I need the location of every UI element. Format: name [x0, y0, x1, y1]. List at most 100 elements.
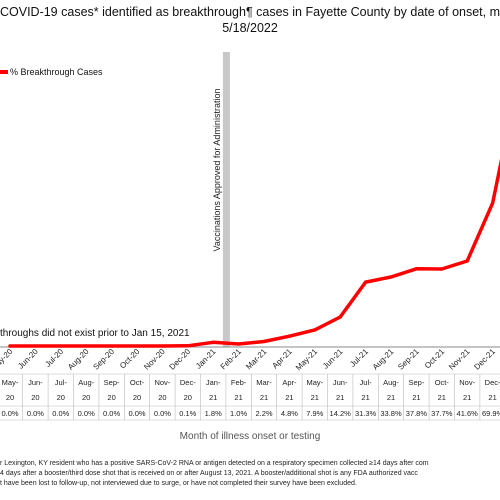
table-header-year: 21 — [438, 393, 446, 402]
table-header-month: Nov- — [459, 378, 475, 387]
table-value: 1.0% — [230, 409, 247, 418]
table-value: 0.1% — [179, 409, 196, 418]
prior-annotation: throughs did not exist prior to Jan 15, … — [0, 328, 190, 339]
data-point — [465, 259, 469, 263]
table-header-year: 21 — [311, 393, 319, 402]
x-tick-label: Aug-20 — [66, 347, 91, 372]
footnote-line2: 4 days after a booster/third dose shot t… — [0, 470, 418, 477]
table-header-year: 21 — [463, 393, 471, 402]
table-header-month: Aug- — [78, 378, 94, 387]
table-header-month: Feb- — [231, 378, 247, 387]
data-point — [338, 315, 342, 319]
data-point — [364, 280, 368, 284]
table-header-year: 20 — [82, 393, 90, 402]
data-point — [160, 344, 164, 348]
legend-label: % Breakthrough Cases — [10, 67, 103, 77]
vaccination-marker-band — [222, 52, 230, 347]
table-header-month: Jun- — [333, 378, 348, 387]
table-value: 0.0% — [128, 409, 145, 418]
data-point — [135, 344, 139, 348]
table-value: 31.3% — [355, 409, 377, 418]
table-header-year: 21 — [361, 393, 369, 402]
table-header-year: 21 — [387, 393, 395, 402]
x-tick-label: Jun-20 — [16, 347, 40, 371]
x-tick-label: Jun-21 — [321, 347, 345, 371]
table-header-year: 20 — [31, 393, 39, 402]
table-value: 0.0% — [27, 409, 44, 418]
table-header-year: 21 — [336, 393, 344, 402]
data-point — [237, 342, 241, 346]
data-point — [440, 267, 444, 271]
x-tick-label: Sep-21 — [396, 347, 421, 372]
table-header-month: Oct- — [435, 378, 450, 387]
data-point — [313, 328, 317, 332]
table-value: 14.2% — [330, 409, 352, 418]
table-header-year: 20 — [133, 393, 141, 402]
table-header-month: Oct- — [130, 378, 145, 387]
data-point — [186, 344, 190, 348]
x-tick-label: Nov-21 — [447, 347, 472, 372]
table-header-month: Mar- — [256, 378, 272, 387]
table-value: 0.0% — [154, 409, 171, 418]
table-value: 1.8% — [205, 409, 222, 418]
data-point — [414, 267, 418, 271]
chart-title-line2: 5/18/2022 — [222, 21, 278, 35]
data-point — [389, 275, 393, 279]
table-header-year: 20 — [184, 393, 192, 402]
table-value: 7.9% — [306, 409, 323, 418]
table-header-year: 21 — [488, 393, 496, 402]
vaccination-annotation: Vaccinations Approved for Administration — [212, 89, 222, 252]
table-header-month: Apr- — [282, 378, 297, 387]
x-tick-label: Feb-21 — [219, 347, 244, 372]
data-point — [8, 344, 12, 348]
table-header-month: Dec- — [485, 378, 500, 387]
data-point — [211, 340, 215, 344]
table-value: 0.0% — [1, 409, 18, 418]
data-point — [262, 339, 266, 344]
x-tick-label: Nov-20 — [142, 347, 167, 372]
table-value: 0.0% — [103, 409, 120, 418]
table-header-month: Nov- — [154, 378, 170, 387]
x-tick-label: Oct-21 — [423, 347, 447, 371]
data-point — [287, 334, 291, 338]
table-header-month: Sep- — [104, 378, 120, 387]
data-point — [33, 344, 38, 348]
x-tick-label: Jul-21 — [348, 347, 370, 369]
table-header-year: 21 — [412, 393, 420, 402]
x-tick-label: Jul-20 — [43, 347, 65, 369]
data-point — [491, 201, 495, 205]
data-point — [84, 344, 88, 348]
table-header-year: 21 — [285, 393, 293, 402]
table-header-month: Sep- — [408, 378, 424, 387]
legend-swatch — [0, 70, 8, 74]
table-header-month: Jun- — [28, 378, 43, 387]
table-value: 0.0% — [52, 409, 69, 418]
table-header-month: Aug- — [383, 378, 399, 387]
table-header-year: 20 — [158, 393, 166, 402]
table-header-month: Dec- — [180, 378, 196, 387]
x-tick-label: Aug-21 — [371, 347, 396, 372]
x-tick-label: Sep-20 — [91, 347, 116, 372]
chart-title-line1: COVID-19 cases* identified as breakthrou… — [0, 5, 500, 19]
table-header-year: 21 — [234, 393, 242, 402]
table-header-year: 21 — [260, 393, 268, 402]
table-header-year: 20 — [57, 393, 65, 402]
table-header-year: 20 — [6, 393, 14, 402]
x-tick-label: Dec-21 — [472, 347, 497, 372]
x-tick-label: Jan-21 — [194, 347, 218, 371]
table-value: 41.6% — [457, 409, 479, 418]
data-point — [110, 344, 114, 348]
table-header-month: May- — [306, 378, 323, 387]
x-tick-label: Apr-21 — [270, 347, 294, 371]
table-value: 69.9% — [482, 409, 500, 418]
x-tick-label: Oct-20 — [118, 347, 142, 371]
x-tick-label: Dec-20 — [168, 347, 193, 372]
table-value: 0.0% — [78, 409, 95, 418]
table-value: 37.8% — [406, 409, 428, 418]
table-value: 2.2% — [255, 409, 272, 418]
x-tick-label: May-20 — [0, 347, 15, 373]
table-value: 33.8% — [380, 409, 402, 418]
x-axis-title: Month of illness onset or testing — [179, 431, 321, 442]
table-header-year: 21 — [209, 393, 217, 402]
